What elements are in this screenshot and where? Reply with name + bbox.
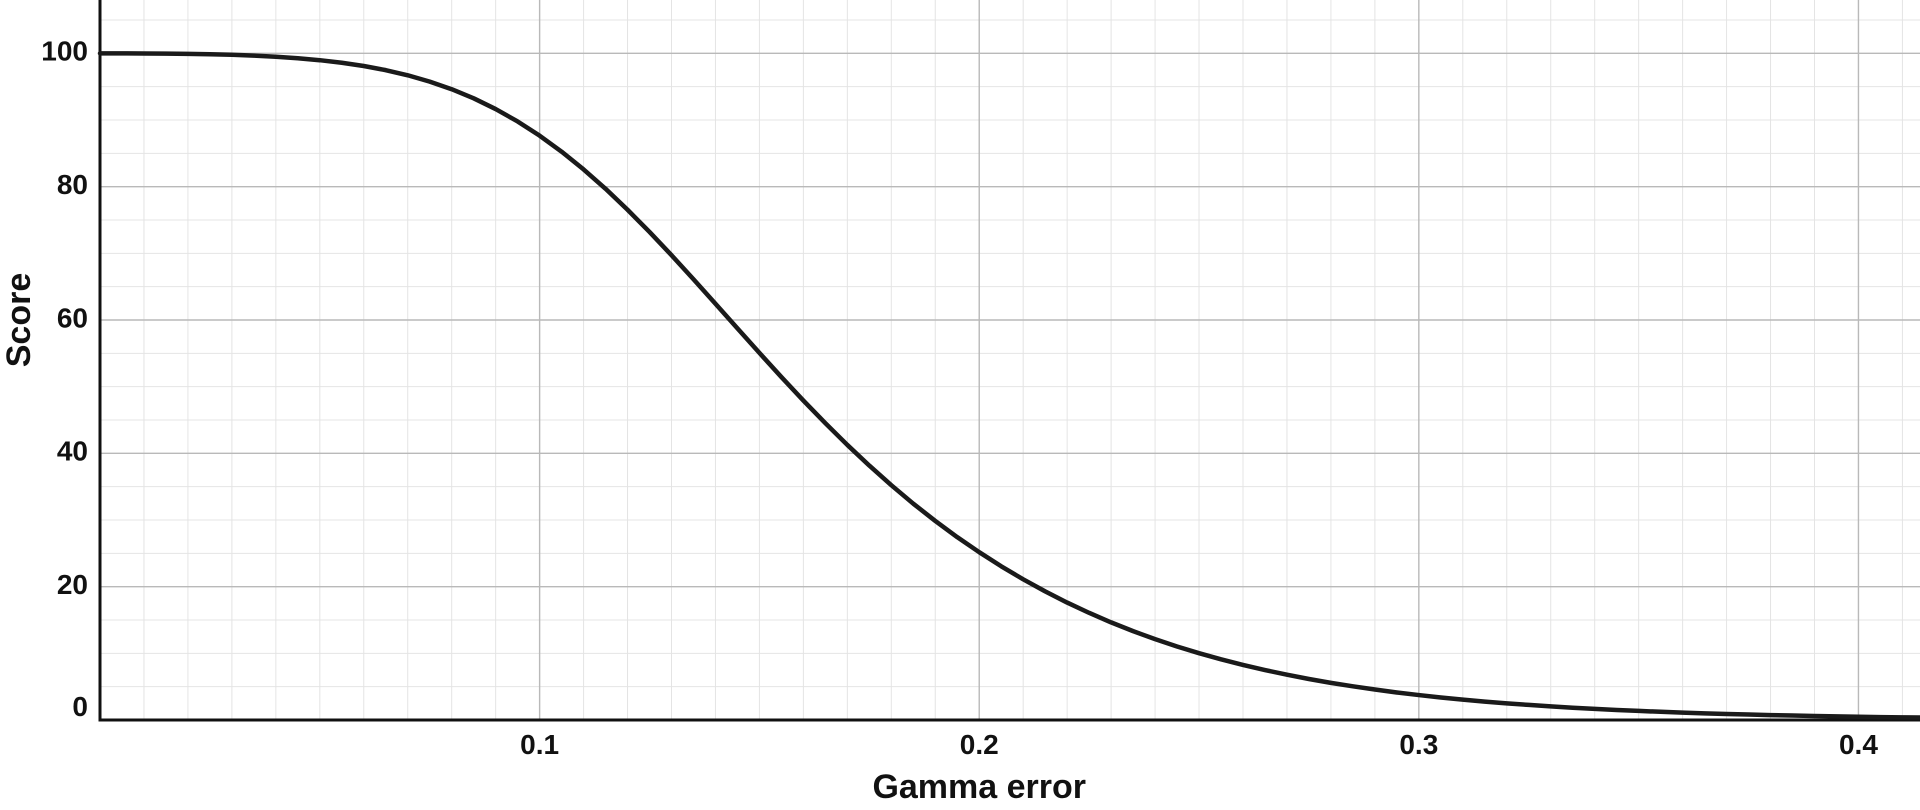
- line-chart: 0 20 40 60 80 100 0.1 0.2 0.3 0.4 Gamma error Score: [0, 0, 1920, 810]
- y-tick-label: 100: [41, 36, 88, 67]
- x-tick-label: 0.4: [1839, 729, 1878, 760]
- chart-container: 0 20 40 60 80 100 0.1 0.2 0.3 0.4 Gamma error Score: [0, 0, 1920, 810]
- x-tick-label: 0.2: [960, 729, 999, 760]
- y-tick-label: 0: [72, 691, 88, 722]
- x-axis-label: Gamma error: [872, 768, 1086, 806]
- y-axis-label: Score: [0, 273, 38, 368]
- y-tick-label: 40: [57, 436, 88, 467]
- x-tick-label: 0.3: [1399, 729, 1438, 760]
- y-tick-label: 20: [57, 569, 88, 600]
- x-tick-label: 0.1: [520, 729, 559, 760]
- y-tick-label: 60: [57, 302, 88, 333]
- y-tick-label: 80: [57, 169, 88, 200]
